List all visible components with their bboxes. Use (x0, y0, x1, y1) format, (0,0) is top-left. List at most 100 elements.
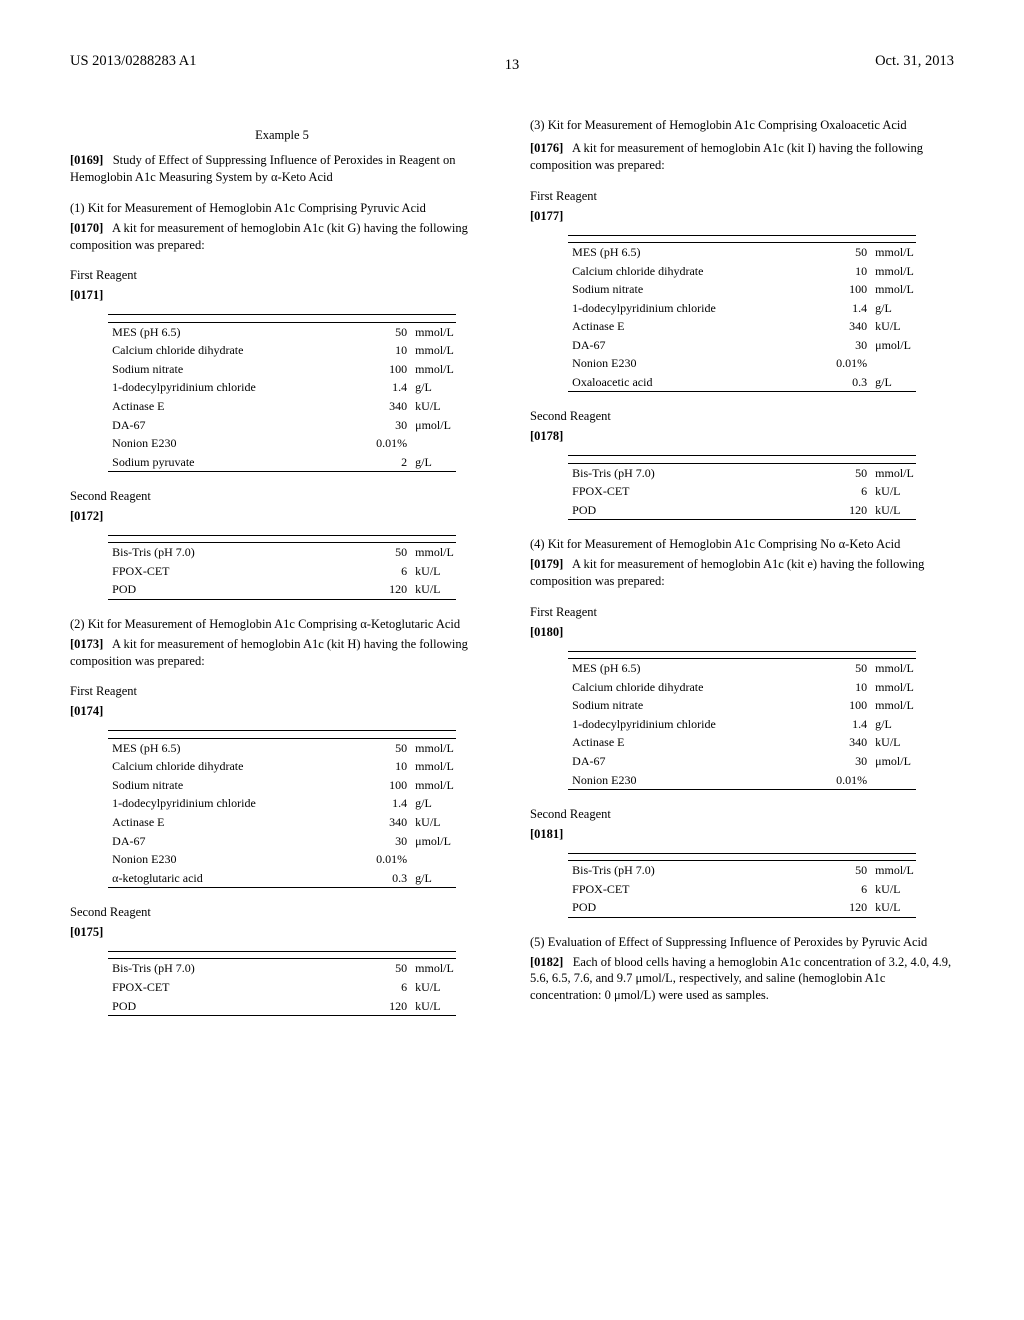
component-name: DA-67 (108, 831, 350, 850)
component-value: 1.4 (810, 715, 873, 734)
kit-e-second-reagent-table: Bis-Tris (pH 7.0)50mmol/LFPOX-CET6kU/LPO… (568, 853, 916, 918)
component-unit: g/L (873, 373, 916, 392)
paragraph-0169: [0169] Study of Effect of Suppressing In… (70, 152, 494, 186)
component-unit: kU/L (413, 996, 456, 1015)
paragraph-0175: [0175] (70, 924, 494, 941)
component-value: 50 (344, 543, 413, 562)
table-row: Sodium nitrate100mmol/L (568, 696, 916, 715)
component-name: Calcium chloride dihydrate (568, 261, 810, 280)
component-unit: kU/L (873, 501, 916, 520)
component-value: 10 (350, 757, 413, 776)
table-row: DA-6730μmol/L (568, 336, 916, 355)
component-unit: mmol/L (413, 322, 456, 341)
component-value: 1.4 (810, 299, 873, 318)
first-reagent-heading: First Reagent (70, 267, 494, 284)
paragraph-0177: [0177] (530, 208, 954, 225)
second-reagent-heading: Second Reagent (530, 806, 954, 823)
second-reagent-heading: Second Reagent (70, 488, 494, 505)
component-value: 50 (810, 242, 873, 261)
component-name: FPOX-CET (568, 880, 804, 899)
table-row: Calcium chloride dihydrate10mmol/L (568, 678, 916, 697)
component-name: Bis-Tris (pH 7.0) (568, 861, 804, 880)
table-row: FPOX-CET6kU/L (108, 562, 456, 581)
component-name: MES (pH 6.5) (568, 658, 810, 677)
component-unit (873, 354, 916, 373)
component-name: FPOX-CET (108, 978, 344, 997)
component-name: 1-dodecylpyridinium chloride (568, 715, 810, 734)
table-row: Actinase E340kU/L (568, 733, 916, 752)
component-name: MES (pH 6.5) (108, 322, 350, 341)
component-name: FPOX-CET (108, 562, 344, 581)
para-text: A kit for measurement of hemoglobin A1c … (530, 557, 924, 588)
component-name: Nonion E230 (568, 770, 810, 789)
para-label: [0172] (70, 509, 103, 523)
component-value: 0.01% (810, 770, 873, 789)
component-value: 100 (810, 280, 873, 299)
component-name: DA-67 (568, 336, 810, 355)
page-number: 13 (70, 56, 954, 76)
component-unit (873, 770, 916, 789)
component-value: 120 (344, 996, 413, 1015)
component-name: Nonion E230 (108, 850, 350, 869)
component-unit: mmol/L (873, 658, 916, 677)
component-unit: g/L (413, 869, 456, 888)
component-value: 50 (804, 861, 873, 880)
para-label: [0178] (530, 429, 563, 443)
component-name: Sodium nitrate (568, 696, 810, 715)
para-label: [0182] (530, 955, 563, 969)
component-value: 10 (810, 678, 873, 697)
section-1-heading: (1) Kit for Measurement of Hemoglobin A1… (70, 200, 494, 217)
component-name: 1-dodecylpyridinium chloride (108, 794, 350, 813)
component-value: 50 (344, 959, 413, 978)
first-reagent-heading: First Reagent (530, 604, 954, 621)
example-heading: Example 5 (70, 127, 494, 144)
component-unit: g/L (413, 794, 456, 813)
component-name: Sodium nitrate (108, 776, 350, 795)
component-name: α-ketoglutaric acid (108, 869, 350, 888)
table-row: Sodium pyruvate2g/L (108, 452, 456, 471)
table-row: FPOX-CET6kU/L (108, 978, 456, 997)
paragraph-0181: [0181] (530, 826, 954, 843)
component-unit: mmol/L (873, 261, 916, 280)
para-label: [0176] (530, 141, 563, 155)
component-value: 6 (804, 482, 873, 501)
component-value: 30 (350, 831, 413, 850)
component-value: 30 (350, 415, 413, 434)
component-value: 0.3 (350, 869, 413, 888)
para-label: [0173] (70, 637, 103, 651)
table-row: 1-dodecylpyridinium chloride1.4g/L (108, 794, 456, 813)
component-value: 10 (810, 261, 873, 280)
component-value: 0.01% (810, 354, 873, 373)
component-value: 50 (804, 463, 873, 482)
table-row: MES (pH 6.5)50mmol/L (108, 322, 456, 341)
table-row: Bis-Tris (pH 7.0)50mmol/L (568, 463, 916, 482)
component-name: POD (108, 580, 344, 599)
component-unit: μmol/L (413, 415, 456, 434)
component-name: Actinase E (568, 733, 810, 752)
left-column: Example 5 [0169] Study of Effect of Supp… (70, 117, 494, 1032)
table-row: FPOX-CET6kU/L (568, 482, 916, 501)
component-value: 50 (350, 322, 413, 341)
component-unit: mmol/L (873, 696, 916, 715)
kit-g-first-reagent-table: MES (pH 6.5)50mmol/LCalcium chloride dih… (108, 314, 456, 472)
section-4-heading: (4) Kit for Measurement of Hemoglobin A1… (530, 536, 954, 553)
component-unit: kU/L (873, 317, 916, 336)
component-unit: mmol/L (413, 757, 456, 776)
paragraph-0171: [0171] (70, 287, 494, 304)
component-unit: g/L (873, 299, 916, 318)
table-row: DA-6730μmol/L (108, 831, 456, 850)
component-unit (413, 850, 456, 869)
table-row: Nonion E2300.01% (568, 770, 916, 789)
patent-number: US 2013/0288283 A1 (70, 52, 197, 72)
right-column: (3) Kit for Measurement of Hemoglobin A1… (530, 117, 954, 1032)
table-row: Nonion E2300.01% (108, 850, 456, 869)
table-row: Bis-Tris (pH 7.0)50mmol/L (108, 959, 456, 978)
paragraph-0176: [0176] A kit for measurement of hemoglob… (530, 140, 954, 174)
para-label: [0180] (530, 625, 563, 639)
component-name: MES (pH 6.5) (568, 242, 810, 261)
component-unit: mmol/L (413, 776, 456, 795)
component-unit: μmol/L (873, 336, 916, 355)
component-unit: kU/L (413, 562, 456, 581)
component-unit: μmol/L (413, 831, 456, 850)
paragraph-0174: [0174] (70, 703, 494, 720)
